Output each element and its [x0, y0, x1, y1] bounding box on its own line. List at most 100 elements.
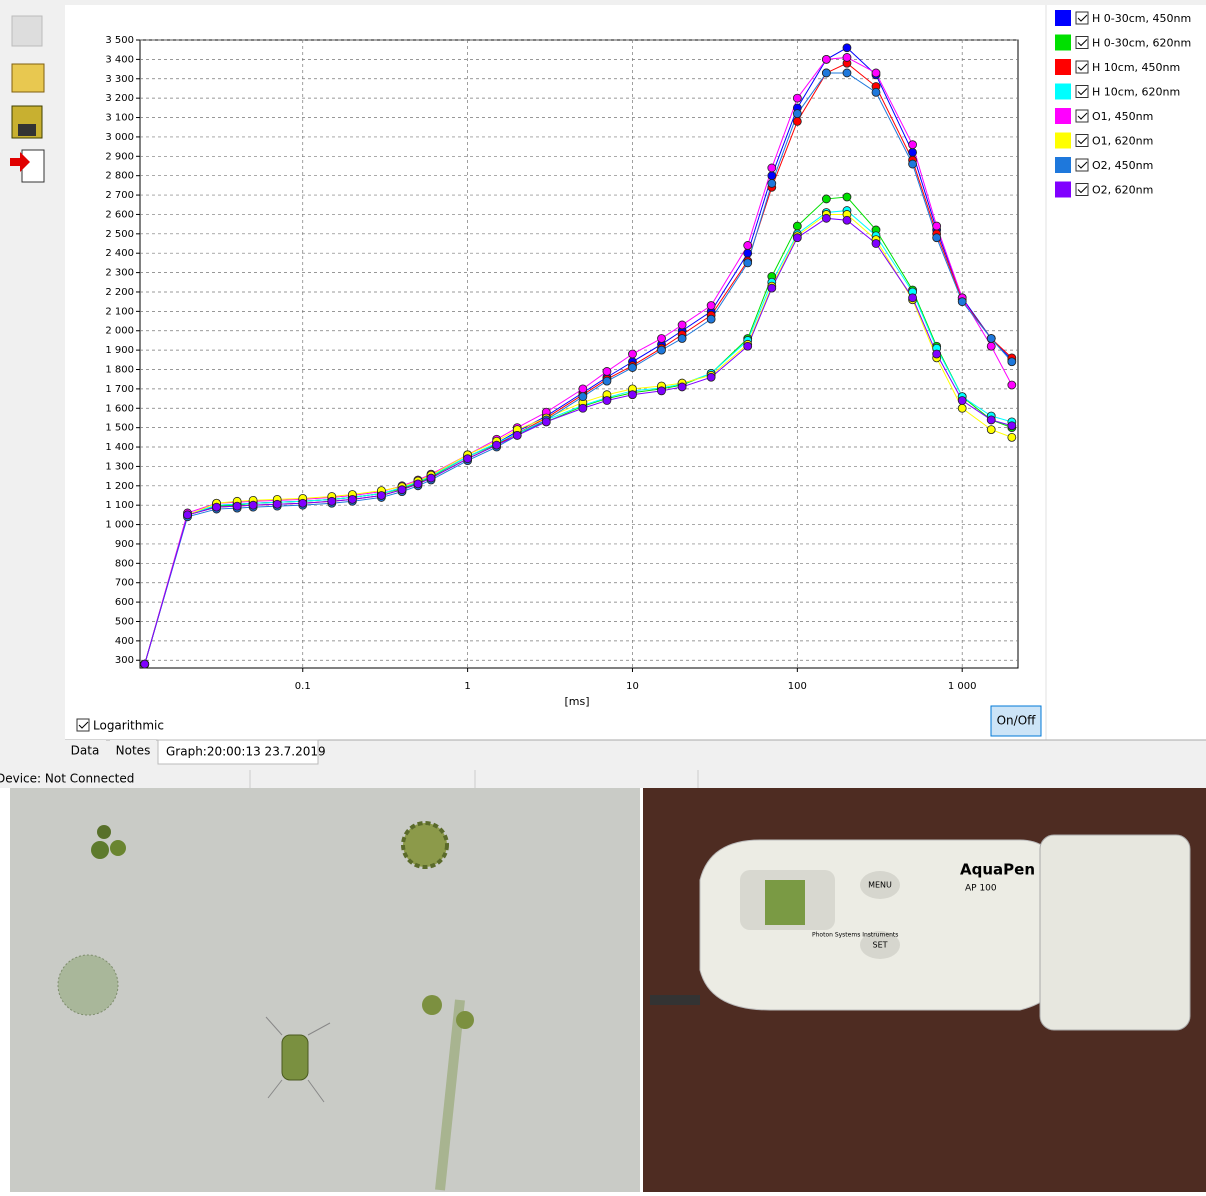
colony	[58, 955, 118, 1015]
y-tick-label: 2 800	[105, 171, 134, 182]
data-point	[744, 241, 752, 249]
data-point	[909, 294, 917, 302]
y-tick-label: 1 600	[105, 403, 134, 414]
model-label: AP 100	[965, 884, 997, 894]
y-tick-label: 2 300	[105, 268, 134, 279]
legend-checkbox[interactable]	[1076, 110, 1088, 122]
x-tick-label: 1 000	[948, 681, 977, 692]
data-point	[958, 404, 966, 412]
data-point	[628, 350, 636, 358]
y-tick-label: 1 500	[105, 423, 134, 434]
data-point	[658, 387, 666, 395]
y-tick-label: 3 300	[105, 74, 134, 85]
y-tick-label: 3 200	[105, 93, 134, 104]
data-point	[377, 491, 385, 499]
data-point	[249, 501, 257, 509]
data-point	[843, 53, 851, 61]
data-point	[822, 69, 830, 77]
data-point	[628, 364, 636, 372]
data-point	[909, 141, 917, 149]
data-point	[909, 160, 917, 168]
legend-swatch	[1055, 108, 1071, 124]
data-point	[933, 350, 941, 358]
y-tick-label: 2 500	[105, 229, 134, 240]
legend-swatch	[1055, 35, 1071, 51]
legend-checkbox[interactable]	[1076, 135, 1088, 147]
x-tick-label: 1	[464, 681, 470, 692]
x-tick-label: 100	[788, 681, 807, 692]
data-point	[414, 480, 422, 488]
legend-checkbox[interactable]	[1076, 61, 1088, 73]
data-point	[678, 334, 686, 342]
tab-label: Graph:20:00:13 23.7.2019	[166, 745, 326, 759]
data-point	[184, 511, 192, 519]
data-point	[628, 391, 636, 399]
data-point	[579, 385, 587, 393]
data-point	[933, 222, 941, 230]
data-point	[513, 431, 521, 439]
legend-checkbox[interactable]	[1076, 37, 1088, 49]
data-point	[603, 367, 611, 375]
x-tick-label: 0.1	[295, 681, 311, 692]
y-tick-label: 900	[115, 539, 134, 550]
data-point	[793, 117, 801, 125]
data-point	[328, 497, 336, 505]
on-off-label: On/Off	[997, 714, 1037, 728]
legend-checkbox[interactable]	[1076, 159, 1088, 171]
data-point	[299, 499, 307, 507]
data-point	[141, 660, 149, 668]
y-tick-label: 2 400	[105, 248, 134, 259]
status-text: Device: Not Connected	[0, 772, 134, 786]
cell	[91, 841, 109, 859]
legend-label: O2, 450nm	[1092, 159, 1153, 172]
data-point	[273, 500, 281, 508]
data-point	[579, 404, 587, 412]
data-point	[768, 164, 776, 172]
data-point	[579, 393, 587, 401]
y-tick-label: 2 600	[105, 209, 134, 220]
data-point	[768, 284, 776, 292]
data-point	[744, 249, 752, 257]
data-point	[1008, 381, 1016, 389]
data-point	[843, 44, 851, 52]
cell	[110, 840, 126, 856]
data-point	[843, 216, 851, 224]
data-point	[707, 302, 715, 310]
data-point	[707, 315, 715, 323]
data-point	[793, 94, 801, 102]
y-tick-label: 2 900	[105, 151, 134, 162]
data-point	[768, 172, 776, 180]
data-point	[933, 234, 941, 242]
log-checkbox[interactable]	[77, 719, 89, 731]
legend-checkbox[interactable]	[1076, 12, 1088, 24]
legend-label: O2, 620nm	[1092, 184, 1153, 197]
y-tick-label: 2 700	[105, 190, 134, 201]
data-point	[793, 234, 801, 242]
icon-part	[18, 124, 36, 136]
data-point	[744, 259, 752, 267]
legend-checkbox[interactable]	[1076, 184, 1088, 196]
toolbar-button[interactable]	[12, 16, 42, 46]
legend-label: H 10cm, 450nm	[1092, 61, 1180, 74]
x-tick-label: 10	[626, 681, 639, 692]
toolbar-button[interactable]	[12, 64, 44, 92]
data-point	[464, 455, 472, 463]
legend-label: O1, 620nm	[1092, 135, 1153, 148]
data-point	[398, 486, 406, 494]
data-point	[987, 426, 995, 434]
menu-label: MENU	[868, 881, 892, 890]
x-axis-label: [ms]	[564, 695, 589, 708]
screen: [ms] Logarithmic On/Off Data Notes Graph…	[0, 0, 1206, 1192]
cable	[650, 995, 700, 1005]
data-point	[658, 346, 666, 354]
legend-swatch	[1055, 182, 1071, 198]
data-point	[793, 110, 801, 118]
maker-label: Photon Systems Instruments	[812, 932, 898, 939]
y-tick-label: 3 000	[105, 132, 134, 143]
data-point	[843, 69, 851, 77]
legend-checkbox[interactable]	[1076, 86, 1088, 98]
data-point	[872, 69, 880, 77]
data-point	[1008, 422, 1016, 430]
data-point	[213, 503, 221, 511]
data-point	[822, 214, 830, 222]
